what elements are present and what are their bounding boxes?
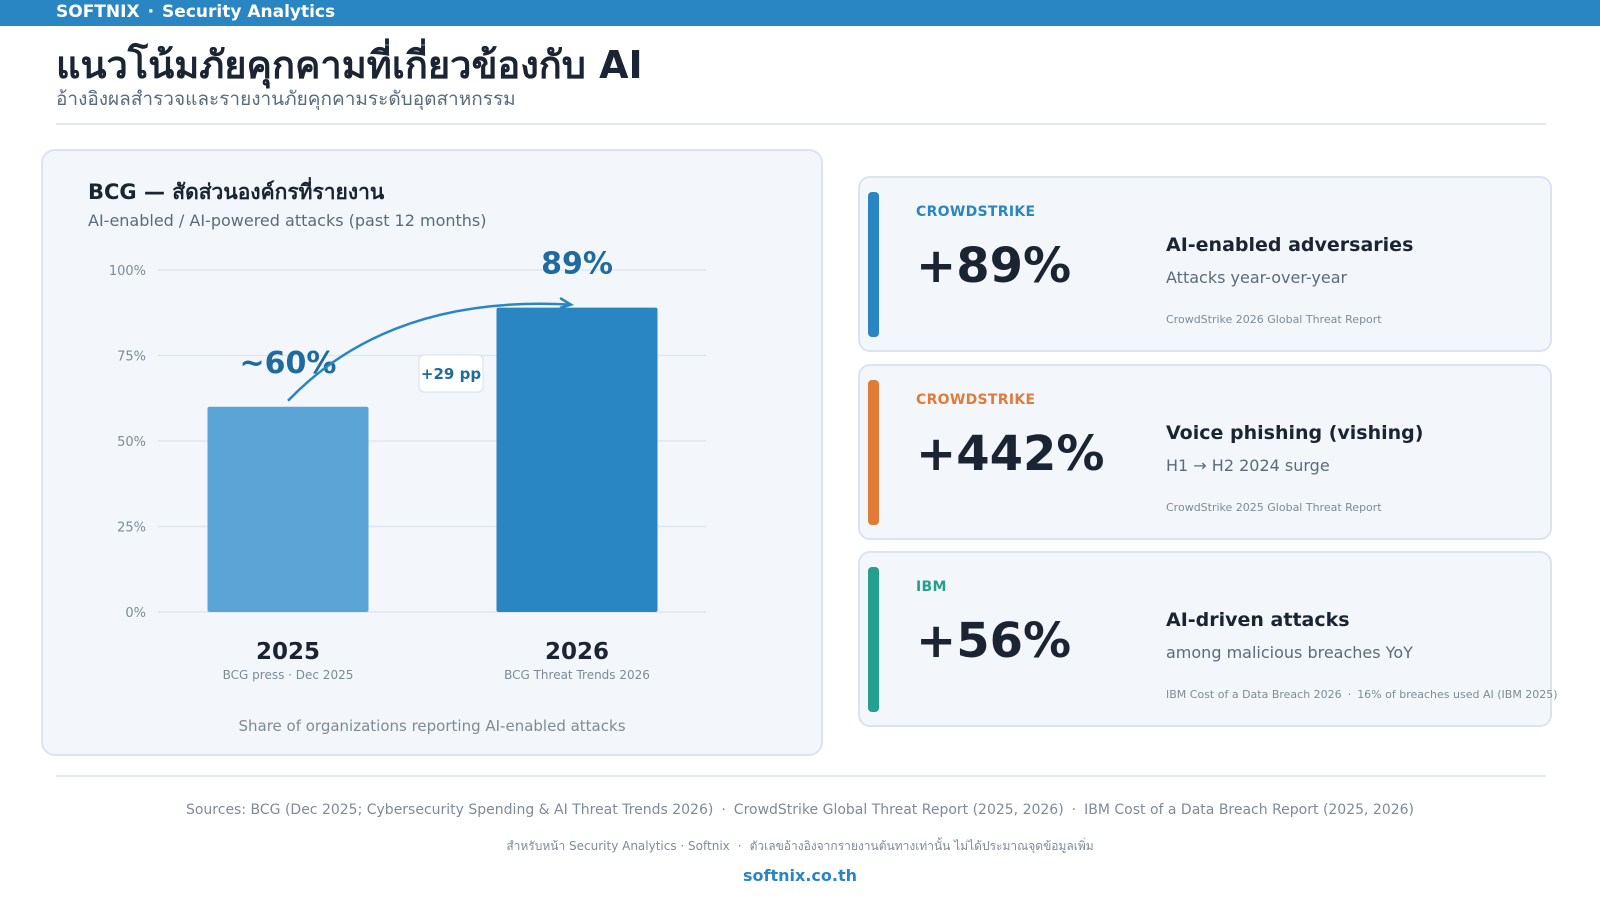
- source-bcg: Sources: BCG (Dec 2025; Cybersecurity Sp…: [185, 802, 714, 818]
- card-description: Attacks year-over-year: [1166, 268, 1348, 287]
- card-accent-bar: [868, 192, 879, 337]
- x-category-source: BCG press · Dec 2025: [223, 668, 354, 682]
- y-tick-label: 25%: [117, 521, 146, 536]
- card-description: H1 → H2 2024 surge: [1166, 456, 1330, 475]
- bar-2025: [207, 406, 369, 612]
- chart-subtitle: AI-enabled / AI-powered attacks (past 12…: [88, 211, 487, 230]
- x-category-source: BCG Threat Trends 2026: [504, 668, 650, 682]
- source-crowdstrike: CrowdStrike Global Threat Report (2025, …: [733, 802, 1064, 818]
- card-reference: CrowdStrike 2026 Global Threat Report: [1166, 313, 1382, 326]
- annotation-box: [418, 354, 484, 393]
- card-reference: CrowdStrike 2025 Global Threat Report: [1166, 501, 1382, 514]
- card-value: +56%: [916, 613, 1072, 669]
- website-link[interactable]: softnix.co.th: [743, 866, 857, 885]
- header-separator: ·: [147, 2, 155, 22]
- bar-value-label: 89%: [541, 247, 613, 282]
- footer-note: สำหรับหน้า Security Analytics · Softnix ·…: [0, 837, 1600, 856]
- stat-card-crowdstrike-vishing: CROWDSTRIKE +442% Voice phishing (vishin…: [858, 364, 1552, 540]
- y-tick-label: 75%: [117, 350, 146, 365]
- card-headline: AI-enabled adversaries: [1166, 234, 1414, 256]
- x-category-label: 2025: [256, 639, 320, 665]
- sources-line: Sources: BCG (Dec 2025; Cybersecurity Sp…: [0, 802, 1600, 818]
- card-accent-bar: [868, 380, 879, 525]
- header-divider: [56, 123, 1546, 125]
- card-source: IBM: [916, 579, 947, 595]
- card-value: +442%: [916, 426, 1105, 482]
- chart-footer: Share of organizations reporting AI-enab…: [238, 717, 626, 735]
- footer-note-left: สำหรับหน้า Security Analytics · Softnix: [506, 839, 730, 853]
- card-reference: IBM Cost of a Data Breach 2026 · 16% of br…: [1166, 688, 1558, 701]
- footer-divider: [56, 775, 1546, 777]
- card-headline: Voice phishing (vishing): [1166, 422, 1424, 444]
- card-reference-text: CrowdStrike 2026 Global Threat Report: [1166, 313, 1382, 326]
- sources-separator: ·: [721, 802, 726, 818]
- brand-name: SOFTNIX: [56, 2, 140, 22]
- reference-separator: ·: [1347, 688, 1352, 701]
- page-title: แนวโน้มภัยคุกคามที่เกี่ยวข้องกับ AI: [56, 43, 643, 87]
- y-tick-label: 100%: [109, 264, 146, 279]
- card-reference-text: CrowdStrike 2025 Global Threat Report: [1166, 501, 1382, 514]
- footer-note-right: ตัวเลขอ้างอิงจากรายงานต้นทางเท่านั้น ไม่…: [749, 839, 1094, 853]
- bar-2026: [496, 307, 658, 612]
- sources-separator: ·: [1071, 802, 1077, 818]
- section-name: Security Analytics: [162, 2, 336, 22]
- stat-card-ibm: IBM +56% AI-driven attacks among malicio…: [858, 551, 1558, 727]
- page-subtitle: อ้างอิงผลสำรวจและรายงานภัยคุกคามระดับอุต…: [56, 88, 516, 110]
- card-source: CROWDSTRIKE: [916, 204, 1036, 220]
- growth-arrow: [287, 302, 572, 402]
- stat-card-crowdstrike-ai: CROWDSTRIKE +89% AI-enabled adversaries …: [858, 176, 1552, 352]
- bar-chart: 0% 25% 50% 75% 100% ~60% 2025 BCG press · Dec 2…: [109, 247, 706, 682]
- chart-title: BCG — สัดส่วนองค์กรที่รายงาน: [88, 180, 385, 204]
- card-headline: AI-driven attacks: [1166, 609, 1350, 631]
- card-value: +89%: [916, 238, 1072, 294]
- card-reference-extra: 16% of breaches used AI (IBM 2025): [1357, 688, 1558, 701]
- chart-panel: [41, 149, 823, 756]
- source-ibm: IBM Cost of a Data Breach Report (2025, …: [1084, 802, 1415, 818]
- card-description: among malicious breaches YoY: [1166, 643, 1413, 662]
- y-tick-label: 50%: [117, 435, 146, 450]
- x-category-label: 2026: [545, 639, 609, 665]
- card-reference-text: IBM Cost of a Data Breach 2026: [1166, 688, 1342, 701]
- growth-arrow-head: [559, 297, 575, 309]
- top-bar: SOFTNIX · Security Analytics: [0, 0, 1600, 26]
- bar-value-label: ~60%: [240, 346, 337, 381]
- card-accent-bar: [868, 567, 879, 712]
- y-tick-label: 0%: [125, 606, 146, 621]
- annotation-label: +29 pp: [421, 365, 481, 383]
- note-separator: ·: [737, 839, 742, 853]
- card-source: CROWDSTRIKE: [916, 392, 1036, 408]
